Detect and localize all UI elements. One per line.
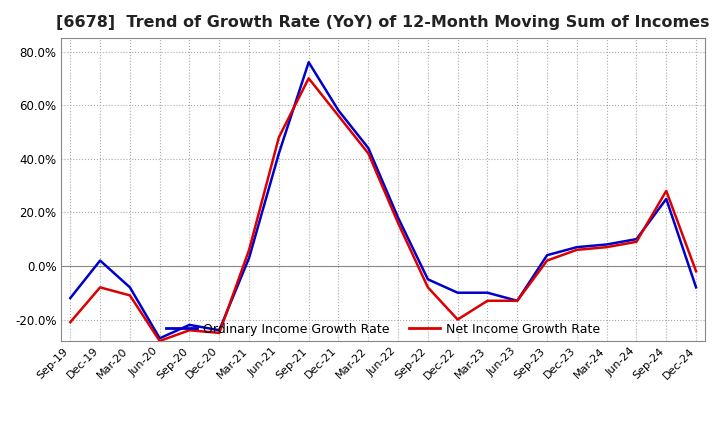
Ordinary Income Growth Rate <box>66 295 75 301</box>
Net Income Growth Rate <box>603 245 611 250</box>
Ordinary Income Growth Rate <box>305 59 313 65</box>
Net Income Growth Rate <box>274 135 283 140</box>
Ordinary Income Growth Rate <box>483 290 492 295</box>
Line: Ordinary Income Growth Rate: Ordinary Income Growth Rate <box>71 62 696 338</box>
Net Income Growth Rate <box>513 298 521 304</box>
Title: [6678]  Trend of Growth Rate (YoY) of 12-Month Moving Sum of Incomes: [6678] Trend of Growth Rate (YoY) of 12-… <box>56 15 710 30</box>
Net Income Growth Rate <box>632 239 641 245</box>
Net Income Growth Rate <box>454 317 462 322</box>
Net Income Growth Rate <box>125 293 134 298</box>
Net Income Growth Rate <box>185 328 194 333</box>
Ordinary Income Growth Rate <box>156 336 164 341</box>
Net Income Growth Rate <box>692 269 701 274</box>
Ordinary Income Growth Rate <box>603 242 611 247</box>
Ordinary Income Growth Rate <box>96 258 104 263</box>
Ordinary Income Growth Rate <box>632 236 641 242</box>
Net Income Growth Rate <box>334 113 343 118</box>
Legend: Ordinary Income Growth Rate, Net Income Growth Rate: Ordinary Income Growth Rate, Net Income … <box>161 318 606 341</box>
Ordinary Income Growth Rate <box>334 108 343 113</box>
Net Income Growth Rate <box>543 258 552 263</box>
Ordinary Income Growth Rate <box>692 285 701 290</box>
Ordinary Income Growth Rate <box>454 290 462 295</box>
Net Income Growth Rate <box>215 330 224 336</box>
Net Income Growth Rate <box>66 319 75 325</box>
Ordinary Income Growth Rate <box>423 277 432 282</box>
Ordinary Income Growth Rate <box>543 253 552 258</box>
Net Income Growth Rate <box>245 247 253 253</box>
Net Income Growth Rate <box>394 220 402 226</box>
Ordinary Income Growth Rate <box>125 285 134 290</box>
Ordinary Income Growth Rate <box>185 322 194 327</box>
Net Income Growth Rate <box>483 298 492 304</box>
Net Income Growth Rate <box>423 285 432 290</box>
Line: Net Income Growth Rate: Net Income Growth Rate <box>71 78 696 341</box>
Ordinary Income Growth Rate <box>274 151 283 156</box>
Ordinary Income Growth Rate <box>245 255 253 260</box>
Ordinary Income Growth Rate <box>394 215 402 220</box>
Net Income Growth Rate <box>572 247 581 253</box>
Net Income Growth Rate <box>156 338 164 344</box>
Ordinary Income Growth Rate <box>215 328 224 333</box>
Net Income Growth Rate <box>96 285 104 290</box>
Net Income Growth Rate <box>364 151 373 156</box>
Net Income Growth Rate <box>305 76 313 81</box>
Net Income Growth Rate <box>662 188 670 194</box>
Ordinary Income Growth Rate <box>662 196 670 202</box>
Ordinary Income Growth Rate <box>364 145 373 150</box>
Ordinary Income Growth Rate <box>513 298 521 304</box>
Ordinary Income Growth Rate <box>572 245 581 250</box>
